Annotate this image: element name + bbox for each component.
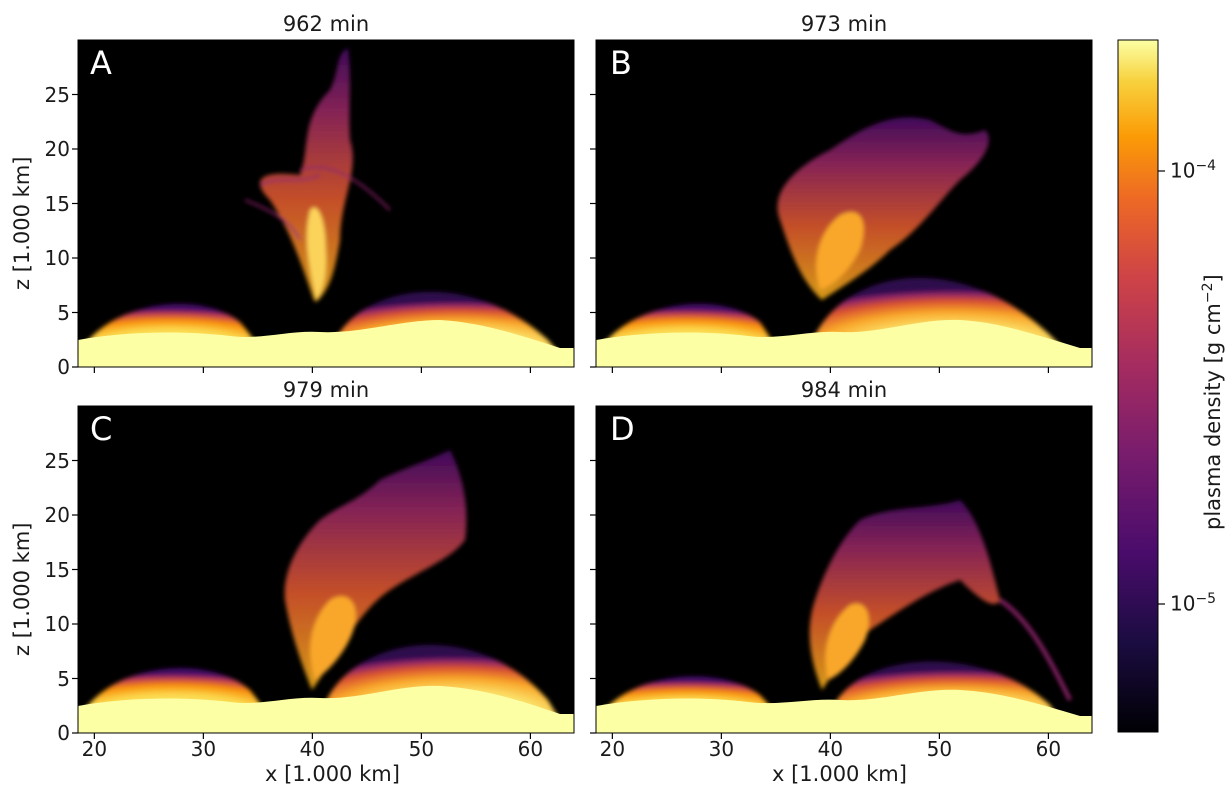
y-tick-label: 0 [57, 721, 70, 745]
colorbar-label: plasma density [g cm−2] [1200, 274, 1225, 530]
panel-c-surface [78, 685, 574, 733]
x-tick-label: 20 [599, 737, 626, 761]
panel-b-plume [777, 117, 989, 300]
y-tick-label: 20 [44, 503, 70, 527]
x-tick-label: 50 [926, 737, 953, 761]
panel-c [78, 406, 574, 733]
panel-d-surface [596, 689, 1092, 733]
panel-c-letter: C [90, 410, 113, 448]
y-tick-label: 15 [44, 191, 70, 216]
panel-a-plume [244, 48, 391, 302]
x-tick-label: 40 [817, 737, 844, 761]
panel-a-surface [78, 320, 574, 367]
panel-a-title: 962 min [282, 12, 370, 36]
panel-d-letter: D [610, 410, 635, 448]
panel-b-title: 973 min [800, 12, 888, 36]
panel-a [78, 40, 574, 367]
panel-b-surface [596, 319, 1092, 367]
y-tick-label: 15 [44, 557, 70, 582]
y-tick-label: 20 [44, 137, 70, 161]
panel-d [596, 406, 1092, 733]
x-tick-label: 30 [190, 737, 217, 761]
colorbar [1118, 40, 1158, 732]
colorbar-tick-1e-5: 10−5 [1170, 591, 1217, 616]
x-tick-label: 30 [708, 737, 735, 761]
panel-b-letter: B [610, 44, 632, 82]
x-axis-label-left: x [1.000 km] [265, 762, 400, 786]
x-tick-label: 60 [1035, 737, 1062, 761]
y-tick-label: 25 [44, 448, 70, 473]
x-tick-label: 20 [81, 737, 108, 761]
panel-c-title: 979 min [282, 378, 370, 402]
y-tick-label: 0 [57, 355, 70, 379]
panel-b [596, 40, 1092, 367]
x-tick-label: 50 [408, 737, 435, 761]
y-axis-label-bottom: z [1.000 km] [10, 522, 34, 657]
x-axis-label-right: x [1.000 km] [772, 762, 907, 786]
panel-d-plume [809, 500, 1072, 701]
y-tick-label: 5 [57, 666, 70, 691]
y-tick-label: 5 [57, 300, 70, 325]
panel-d-title: 984 min [800, 378, 888, 402]
y-tick-label: 10 [44, 246, 70, 270]
panel-c-plume [284, 450, 467, 690]
y-tick-label: 10 [44, 612, 70, 636]
x-tick-label: 60 [517, 737, 544, 761]
y-tick-label: 25 [44, 82, 70, 107]
colorbar-tick-1e-4: 10−4 [1170, 158, 1217, 183]
panel-a-letter: A [90, 44, 112, 82]
y-axis-label-top: z [1.000 km] [10, 156, 34, 291]
x-tick-label: 40 [299, 737, 326, 761]
